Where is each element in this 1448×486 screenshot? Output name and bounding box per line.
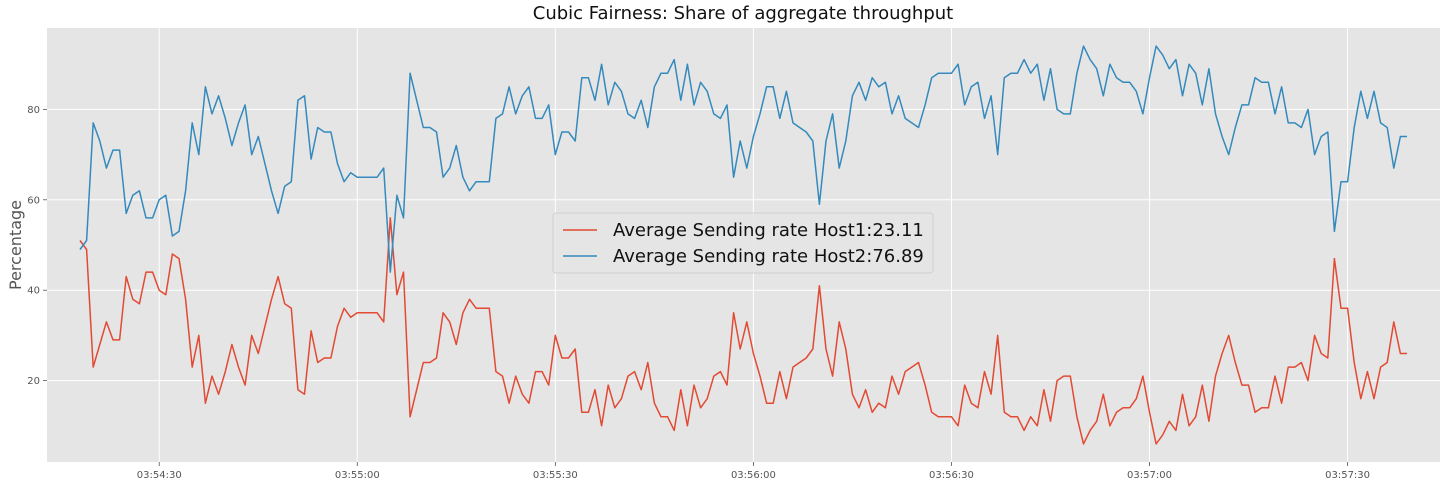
- tick-labels: 03:54:30 03:55:00 03:55:30 03:56:00 03:56:30…: [27, 105, 1370, 481]
- y-axis-label: Percentage: [6, 200, 25, 290]
- y-tick-label: 40: [27, 286, 40, 297]
- series-line-host2: [79, 45, 1407, 273]
- x-tick-label: 03:56:00: [731, 470, 776, 481]
- y-tick-label: 80: [27, 105, 40, 116]
- legend-label-host1: Average Sending rate Host1:23.11: [613, 220, 924, 241]
- x-tick-label: 03:55:30: [533, 470, 578, 481]
- legend-label-host2: Average Sending rate Host2:76.89: [613, 246, 924, 267]
- y-tick-label: 60: [27, 195, 40, 206]
- y-tick-label: 20: [27, 376, 40, 387]
- gridlines: [47, 28, 1440, 462]
- legend: Average Sending rate Host1:23.11 Average…: [552, 212, 934, 274]
- series-line-host1: [79, 217, 1407, 445]
- series-lines: [79, 45, 1407, 445]
- legend-box: [552, 212, 934, 274]
- x-tick-label: 03:55:00: [335, 470, 380, 481]
- x-tick-label: 03:57:30: [1325, 470, 1370, 481]
- x-tick-label: 03:54:30: [137, 470, 182, 481]
- x-tick-label: 03:57:00: [1127, 470, 1172, 481]
- chart-title: Cubic Fairness: Share of aggregate throu…: [0, 3, 1448, 24]
- chart-title-text: Cubic Fairness: Share of aggregate throu…: [532, 3, 954, 24]
- x-tick-label: 03:56:30: [929, 470, 974, 481]
